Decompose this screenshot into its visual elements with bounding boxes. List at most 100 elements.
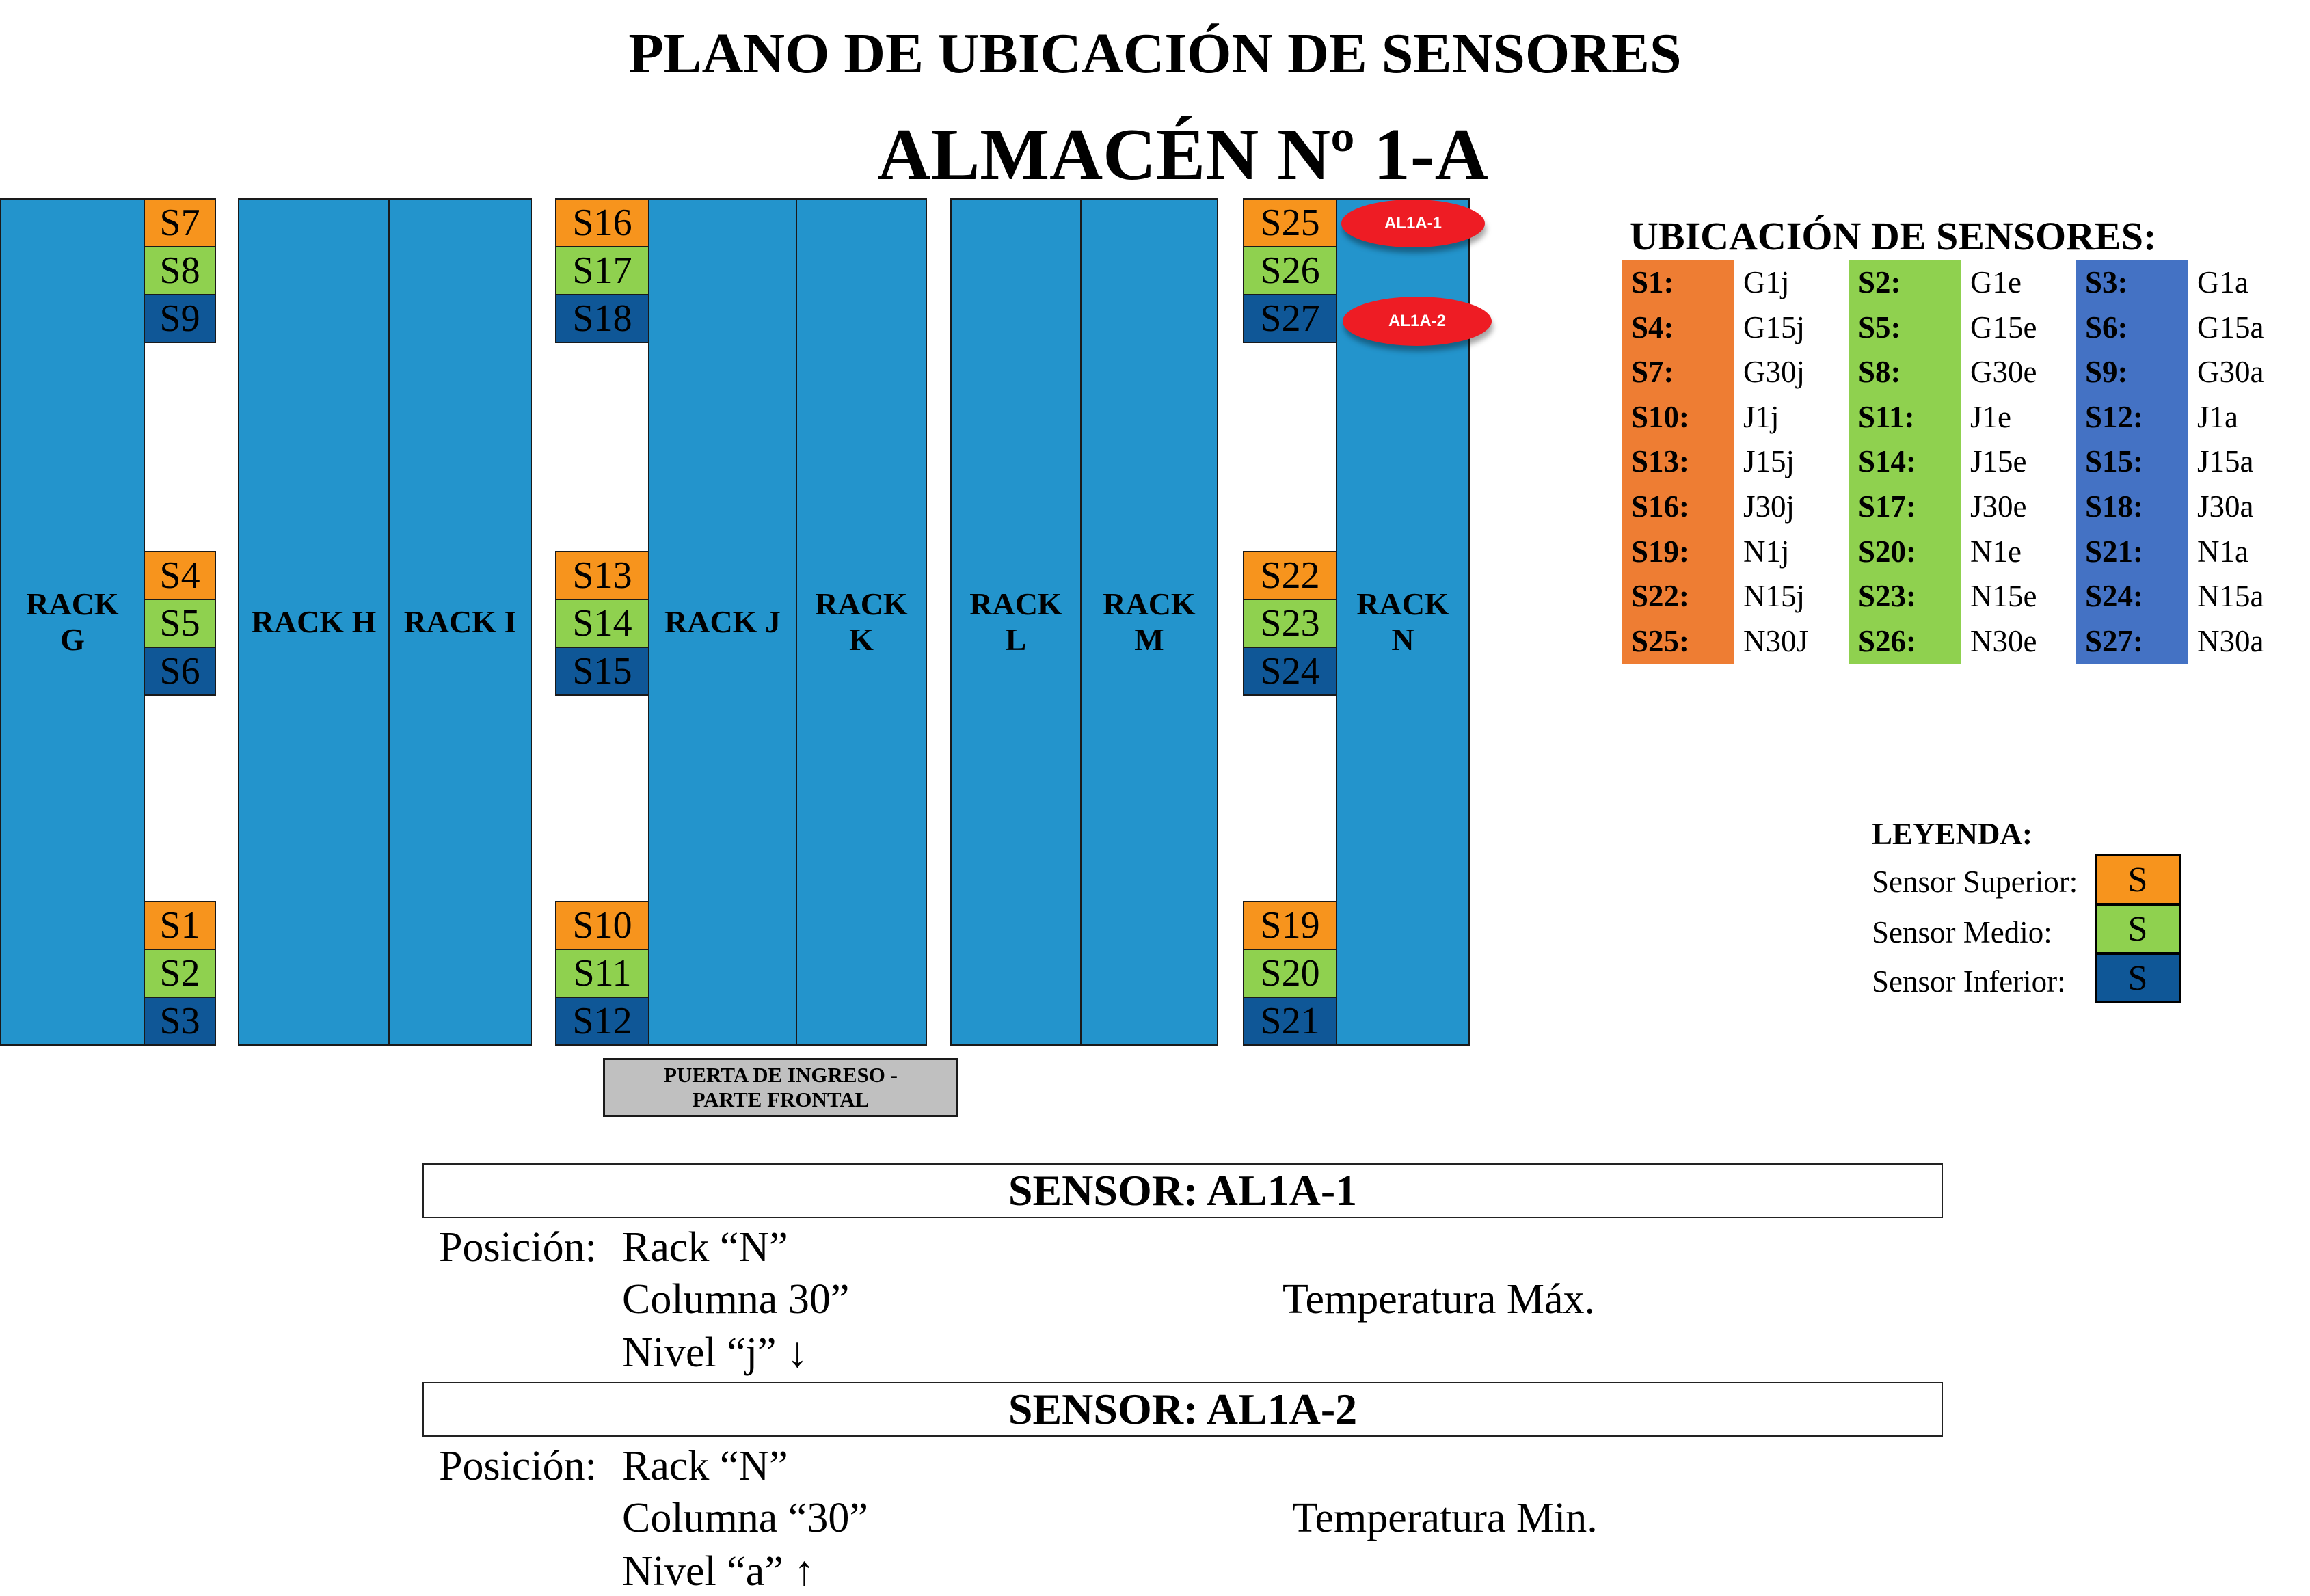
sensor-s5[interactable]: S5: [144, 599, 216, 648]
location-value-inferior: J15a: [2197, 444, 2254, 479]
sensor-al1a-2-columna: Columna “30”: [622, 1495, 868, 1541]
location-value-medio: G1e: [1970, 265, 2022, 299]
location-value-superior: J15j: [1743, 444, 1795, 479]
location-value-superior: J30j: [1743, 489, 1795, 524]
rack-k-label: RACK K: [815, 586, 908, 657]
sensor-s4[interactable]: S4: [144, 551, 216, 600]
location-code-superior: S13:: [1622, 439, 1734, 485]
rack-l[interactable]: RACK L: [950, 198, 1082, 1046]
sensor-s6[interactable]: S6: [144, 647, 216, 696]
legend-swatch-medio: S: [2095, 904, 2181, 954]
location-value-medio: G15e: [1970, 310, 2037, 344]
location-code-medio: S11:: [1849, 394, 1961, 439]
location-code-superior: S16:: [1622, 484, 1734, 529]
sensor-s1[interactable]: S1: [144, 901, 216, 950]
sensor-s15[interactable]: S15: [555, 647, 649, 696]
sensor-s13[interactable]: S13: [555, 551, 649, 600]
location-table-title: UBICACIÓN DE SENSORES:: [1630, 214, 2157, 258]
sensor-s10[interactable]: S10: [555, 901, 649, 950]
sensor-s2[interactable]: S2: [144, 949, 216, 998]
sensor-al1a-1-rack: Rack “N”: [622, 1224, 788, 1271]
rack-g-label: RACK G: [26, 586, 119, 657]
location-value-superior: G30j: [1743, 355, 1805, 390]
sensor-s14[interactable]: S14: [555, 599, 649, 648]
rack-n-label: RACK N: [1356, 586, 1449, 657]
location-value-inferior: G1a: [2197, 265, 2248, 299]
legend-label-superior: Sensor Superior:: [1872, 865, 2078, 899]
sensor-s21[interactable]: S21: [1243, 997, 1337, 1046]
sensor-s17[interactable]: S17: [555, 246, 649, 295]
location-code-inferior: S3:: [2076, 260, 2188, 305]
rack-i-label: RACK I: [403, 604, 517, 639]
sensor-s12[interactable]: S12: [555, 997, 649, 1046]
location-code-inferior: S6:: [2076, 304, 2188, 350]
legend-swatch-superior: S: [2095, 854, 2181, 905]
sensor-s25[interactable]: S25: [1243, 198, 1337, 247]
location-code-superior: S22:: [1622, 573, 1734, 619]
sensor-s16[interactable]: S16: [555, 198, 649, 247]
sensor-s18[interactable]: S18: [555, 294, 649, 343]
location-code-inferior: S24:: [2076, 573, 2188, 619]
location-code-medio: S2:: [1849, 260, 1961, 305]
location-code-medio: S26:: [1849, 618, 1961, 664]
rack-k[interactable]: RACK K: [796, 198, 927, 1046]
location-code-medio: S5:: [1849, 304, 1961, 350]
rack-h[interactable]: RACK H: [238, 198, 390, 1046]
location-code-superior: S4:: [1622, 304, 1734, 350]
rack-i[interactable]: RACK I: [388, 198, 532, 1046]
sensor-s27[interactable]: S27: [1243, 294, 1337, 343]
sensor-al1a-2-rack: Rack “N”: [622, 1443, 788, 1489]
location-value-superior: G1j: [1743, 265, 1790, 299]
location-code-inferior: S18:: [2076, 484, 2188, 529]
entrance-door-label: PUERTA DE INGRESO - PARTE FRONTAL: [664, 1063, 898, 1111]
location-value-inferior: N30a: [2197, 623, 2264, 658]
location-value-inferior: G15a: [2197, 310, 2264, 344]
location-code-inferior: S12:: [2076, 394, 2188, 439]
rack-m[interactable]: RACK M: [1080, 198, 1218, 1046]
sensor-s22[interactable]: S22: [1243, 551, 1337, 600]
location-value-superior: J1j: [1743, 399, 1779, 434]
rack-j[interactable]: RACK J: [648, 198, 797, 1046]
sensor-s24[interactable]: S24: [1243, 647, 1337, 696]
location-code-superior: S1:: [1622, 260, 1734, 305]
legend-label-inferior: Sensor Inferior:: [1872, 964, 2066, 999]
location-code-medio: S23:: [1849, 573, 1961, 619]
sensor-al1a-1-columna: Columna 30”: [622, 1276, 850, 1323]
rack-m-label: RACK M: [1103, 586, 1196, 657]
sensor-s3[interactable]: S3: [144, 997, 216, 1046]
location-code-inferior: S15:: [2076, 439, 2188, 485]
legend-label-medio: Sensor Medio:: [1872, 915, 2052, 949]
sensor-al1a-1-header: SENSOR: AL1A-1: [422, 1163, 1943, 1218]
location-value-superior: N1j: [1743, 534, 1790, 569]
location-value-superior: G15j: [1743, 310, 1805, 344]
location-value-medio: N1e: [1970, 534, 2022, 569]
rack-j-label: RACK J: [664, 604, 781, 639]
alarm-sensor-al1a-1[interactable]: AL1A-1: [1341, 200, 1485, 247]
sensor-s23[interactable]: S23: [1243, 599, 1337, 648]
sensor-al1a-1-nivel: Nivel “j” ↓: [622, 1329, 809, 1376]
location-code-superior: S25:: [1622, 618, 1734, 664]
location-value-medio: N30e: [1970, 623, 2037, 658]
page-subtitle: ALMACÉN Nº 1-A: [877, 114, 1488, 195]
location-code-superior: S10:: [1622, 394, 1734, 439]
sensor-al1a-2-temperature: Temperatura Min.: [1292, 1495, 1598, 1541]
sensor-s8[interactable]: S8: [144, 246, 216, 295]
legend-title: LEYENDA:: [1872, 817, 2033, 851]
location-code-inferior: S21:: [2076, 528, 2188, 574]
location-code-superior: S7:: [1622, 349, 1734, 395]
rack-g[interactable]: RACK G: [0, 198, 145, 1046]
sensor-s9[interactable]: S9: [144, 294, 216, 343]
sensor-s26[interactable]: S26: [1243, 246, 1337, 295]
sensor-al1a-2-header: SENSOR: AL1A-2: [422, 1382, 1943, 1437]
sensor-s11[interactable]: S11: [555, 949, 649, 998]
legend-swatch-inferior: S: [2095, 953, 2181, 1003]
location-value-superior: N15j: [1743, 579, 1805, 614]
sensor-s19[interactable]: S19: [1243, 901, 1337, 950]
alarm-sensor-al1a-2[interactable]: AL1A-2: [1343, 297, 1492, 346]
location-value-inferior: G30a: [2197, 355, 2264, 390]
rack-h-label: RACK H: [251, 604, 377, 639]
sensor-s7[interactable]: S7: [144, 198, 216, 247]
location-value-medio: G30e: [1970, 355, 2037, 390]
location-value-medio: J30e: [1970, 489, 2027, 524]
sensor-s20[interactable]: S20: [1243, 949, 1337, 998]
